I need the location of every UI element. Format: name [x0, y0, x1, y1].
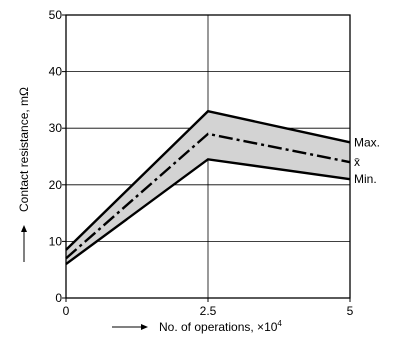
label-min: Min. [354, 172, 377, 186]
y-tick-label-2: 20 [49, 178, 63, 192]
x-tick-label-2: 5 [347, 304, 354, 318]
x-axis-title: No. of operations, ×104 [112, 319, 282, 334]
series-labels: Max. x̄ Min. [354, 135, 380, 186]
x-axis-label: No. of operations, ×104 [159, 319, 282, 334]
y-axis-arrow-head [21, 225, 27, 232]
x-axis-label-text: No. of operations, ×10 [159, 320, 278, 334]
x-axis-arrow-head [141, 324, 148, 330]
y-tick-label-4: 40 [49, 65, 63, 79]
label-max: Max. [354, 135, 380, 149]
x-tick-label-0: 0 [63, 304, 70, 318]
y-tick-label-3: 30 [49, 121, 63, 135]
y-tick-label-1: 10 [49, 234, 63, 248]
x-tick-label-1: 2.5 [200, 304, 217, 318]
y-tick-label-5: 50 [49, 8, 63, 22]
y-axis-label: Contact resistance, mΩ [17, 87, 31, 212]
y-axis-title: Contact resistance, mΩ [17, 87, 31, 262]
label-mean: x̄ [354, 155, 360, 169]
y-tick-label-0: 0 [55, 291, 62, 305]
x-axis-label-exponent: 4 [277, 319, 282, 328]
